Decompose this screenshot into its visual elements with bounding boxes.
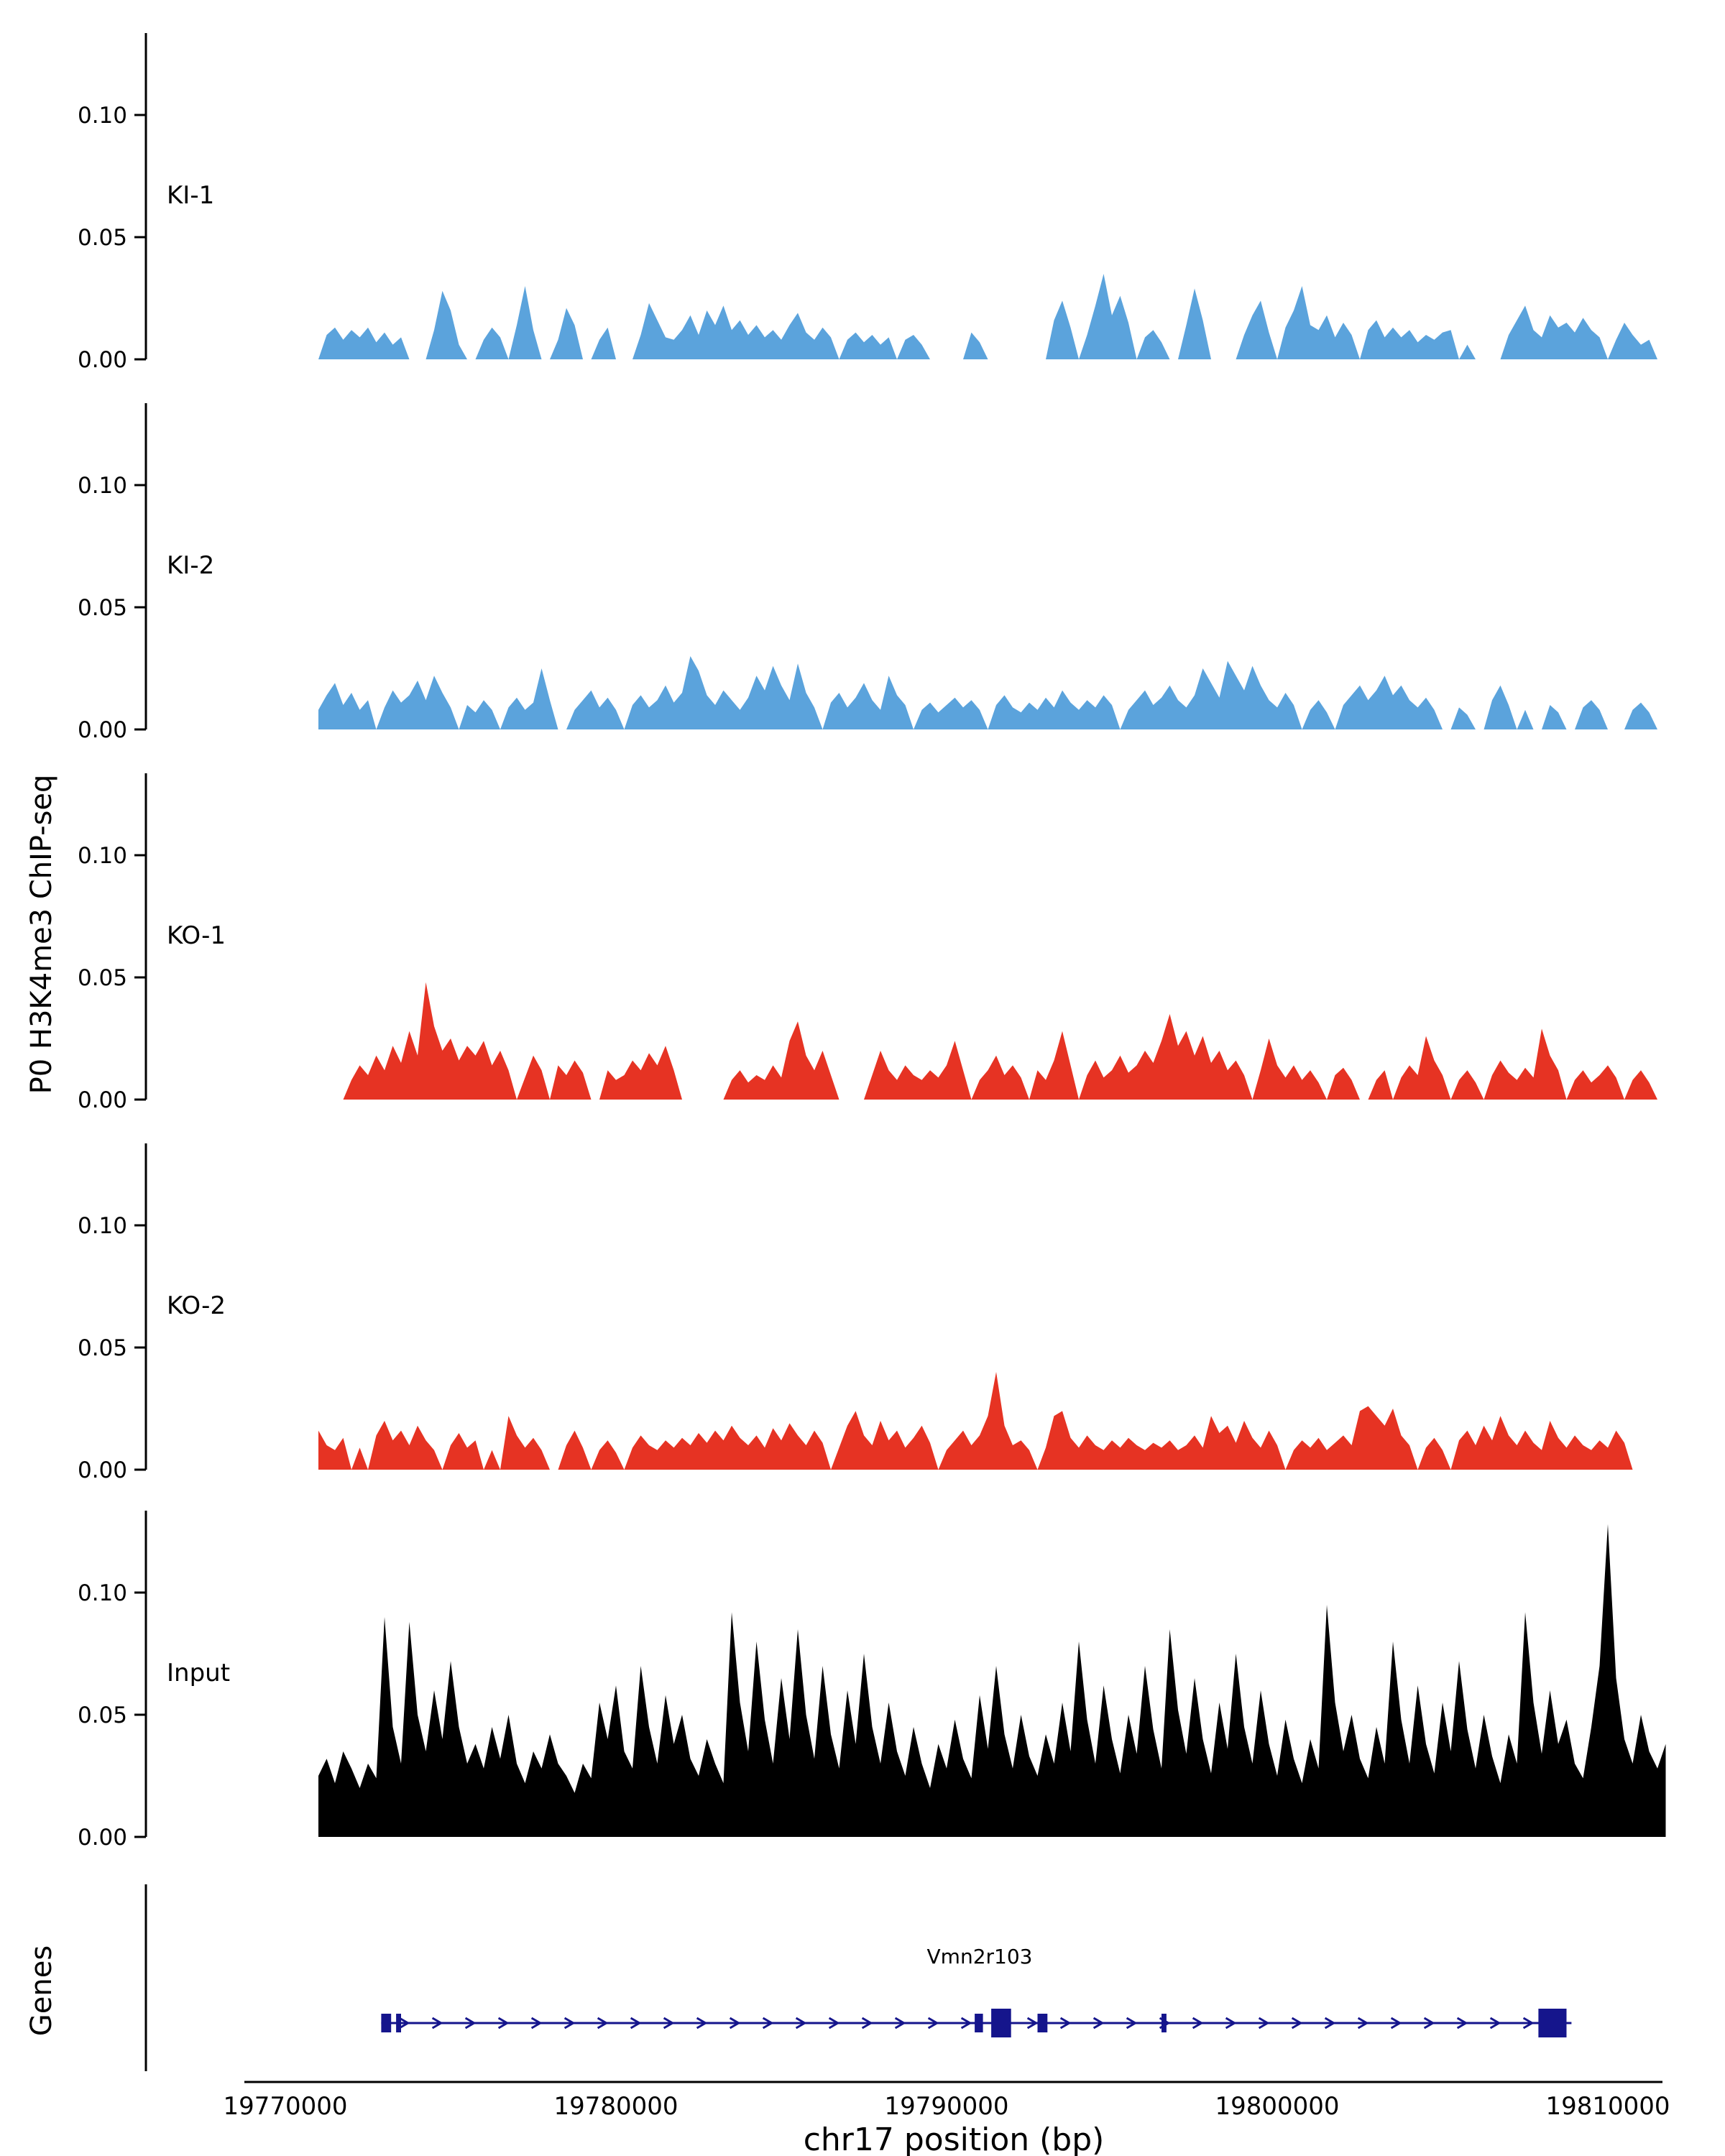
- svg-text:0.00: 0.00: [78, 1087, 127, 1113]
- x-axis-title: chr17 position (bp): [803, 2122, 1105, 2156]
- track-panel-ko2: 0.00 0.05 0.10 KO-2: [0, 1132, 1725, 1502]
- track-chart-ki1: 0.00 0.05 0.10: [78, 33, 1666, 373]
- svg-text:19770000: 19770000: [223, 2092, 347, 2121]
- track-chart-ko1: 0.00 0.05 0.10: [78, 773, 1666, 1113]
- svg-text:19800000: 19800000: [1215, 2092, 1339, 2121]
- track-panel-input: 0.00 0.05 0.10 Input: [0, 1499, 1725, 1869]
- track-panel-ki1: 0.00 0.05 0.10 KI-1: [0, 22, 1725, 392]
- track-panel-ki2: 0.00 0.05 0.10 KI-2: [0, 392, 1725, 762]
- gene-name-label: Vmn2r103: [926, 1945, 1033, 1968]
- svg-text:0.10: 0.10: [78, 1213, 127, 1239]
- svg-text:0.05: 0.05: [78, 595, 127, 621]
- svg-text:0.00: 0.00: [78, 1457, 127, 1483]
- track-label-ki2: KI-2: [167, 551, 215, 580]
- svg-text:19790000: 19790000: [884, 2092, 1008, 2121]
- svg-text:19780000: 19780000: [553, 2092, 678, 2121]
- track-label-ki1: KI-1: [167, 181, 215, 210]
- genes-panel: Vmn2r103: [0, 1876, 1725, 2077]
- svg-text:0.00: 0.00: [78, 1825, 127, 1851]
- gene-model-chart: [144, 1884, 1572, 2071]
- track-label-ko2: KO-2: [167, 1291, 226, 1320]
- svg-text:0.10: 0.10: [78, 473, 127, 499]
- svg-text:0.10: 0.10: [78, 1580, 127, 1606]
- svg-text:0.05: 0.05: [78, 1335, 127, 1361]
- svg-text:0.05: 0.05: [78, 225, 127, 251]
- track-panel-ko1: 0.00 0.05 0.10 KO-1: [0, 762, 1725, 1132]
- svg-text:0.05: 0.05: [78, 965, 127, 991]
- svg-text:19810000: 19810000: [1545, 2092, 1670, 2121]
- track-label-ko1: KO-1: [167, 921, 226, 950]
- svg-text:0.00: 0.00: [78, 717, 127, 743]
- svg-text:0.05: 0.05: [78, 1703, 127, 1728]
- svg-text:0.10: 0.10: [78, 103, 127, 129]
- x-axis-chart: 19770000 19780000 19790000 19800000 19810000: [223, 2081, 1670, 2121]
- svg-text:0.10: 0.10: [78, 843, 127, 869]
- x-axis-panel: 19770000 19780000 19790000 19800000 19810000…: [0, 2070, 1725, 2156]
- svg-text:0.00: 0.00: [78, 347, 127, 373]
- track-chart-ki2: 0.00 0.05 0.10: [78, 403, 1666, 743]
- track-chart-input: 0.00 0.05 0.10: [78, 1511, 1666, 1851]
- track-chart-ko2: 0.00 0.05 0.10: [78, 1143, 1666, 1483]
- track-label-input: Input: [167, 1659, 231, 1687]
